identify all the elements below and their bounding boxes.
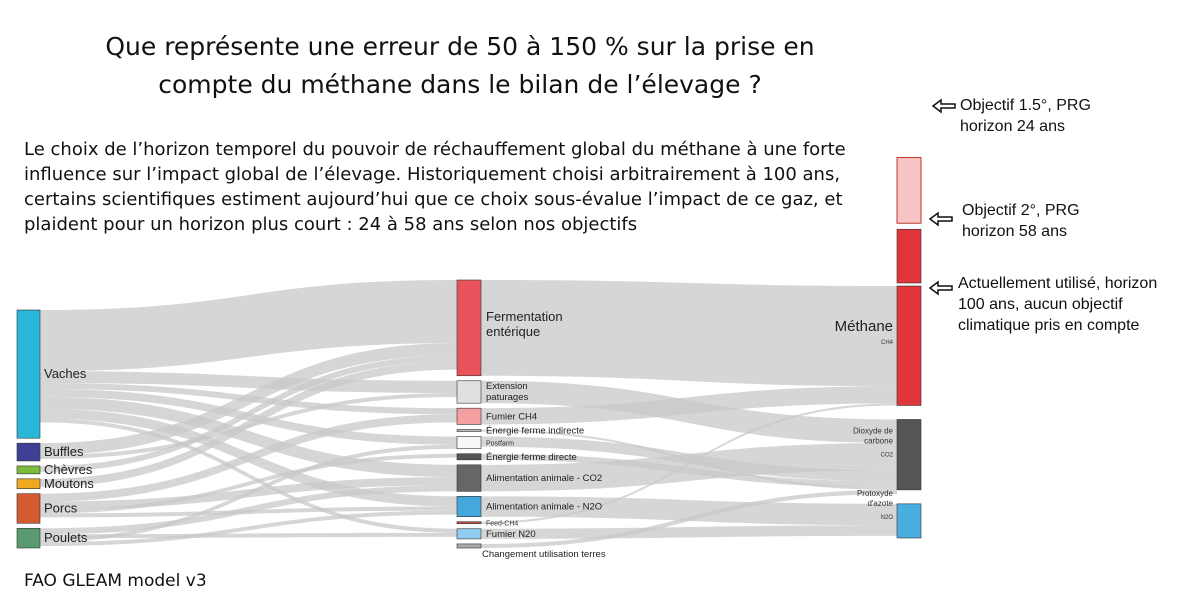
- label-chevres: Chèvres: [44, 462, 93, 477]
- note-horizon-100-line2: 100 ans, aucun objectif: [958, 296, 1123, 313]
- link-fumier-n20-to-protoxyde-d-azote: [481, 525, 897, 539]
- link-extension-paturages-to-dioxyde-de-carbone: [481, 380, 897, 443]
- label-alimentation-animale-n2o: Alimentation animale - N2O: [486, 502, 602, 513]
- label-energie-ferme-directe: Énergie ferme directe: [486, 452, 577, 463]
- node-chevres: [16, 465, 41, 475]
- link-energie-ferme-directe-to-dioxyde-de-carbone: [481, 453, 897, 488]
- label-extension-paturages: Extension paturages: [486, 381, 529, 403]
- link-alimentation-animale-co2-to-dioxyde-de-carbone: [481, 442, 897, 492]
- note-horizon-58-line2: horizon 58 ans: [962, 223, 1067, 240]
- label-protoxyde-d-azote: Protoxyde d'azote: [857, 489, 894, 508]
- intro-paragraph: Le choix de l’horizon temporel du pouvoi…: [24, 139, 846, 235]
- label-fumier-ch4: Fumier CH4: [486, 411, 537, 422]
- link-porcs-to-energie-ferme-directe: [40, 453, 457, 514]
- link-buffles-to-fermentation-enterique: [40, 343, 457, 456]
- label-n2o: N2O: [881, 515, 894, 521]
- horizon-annotations: Objectif 1.5°, PRG horizon 24 ans Object…: [928, 97, 1157, 334]
- node-fermentation-enterique: [456, 279, 482, 377]
- link-poulets-to-alimentation-animale-co2: [40, 485, 457, 535]
- node-energie-ferme-directe: [456, 453, 482, 461]
- arrow-icon: [928, 280, 953, 296]
- label-co2: CO2: [881, 452, 894, 458]
- link-vaches-to-postfarm: [40, 388, 457, 445]
- label-vaches: Vaches: [44, 366, 87, 381]
- bar-horizon-24: [896, 157, 922, 224]
- node-moutons: [16, 478, 41, 489]
- link-energie-ferme-indirecte-to-dioxyde-de-carbone: [481, 429, 897, 490]
- node-vaches: [16, 309, 41, 439]
- link-poulets-to-alimentation-animale-n2o: [40, 510, 457, 547]
- arrow-icon: [931, 98, 956, 114]
- label-dioxyde-de-carbone: Dioxyde de carbone: [853, 426, 894, 445]
- label-fumier-n20: Fumier N20: [486, 529, 536, 540]
- link-vaches-to-alimentation-animale-co2: [40, 396, 457, 478]
- label-poulets: Poulets: [44, 530, 88, 545]
- node-alimentation-animale-co2: [456, 464, 482, 492]
- link-vaches-to-fermentation-enterique: [40, 280, 457, 372]
- link-feed-ch4-to-methane: [481, 403, 897, 524]
- label-changement-utilisation-terres: Changement utilisation terres: [482, 549, 606, 560]
- bar-horizon-58: [896, 228, 922, 284]
- link-vaches-to-extension-paturages: [40, 371, 457, 393]
- note-horizon-100-line3: climatique pris en compte: [958, 317, 1140, 334]
- node-changement-utilisation-terres: [456, 543, 482, 549]
- sankey-nodes: [16, 279, 922, 549]
- node-feed-ch4: [456, 521, 482, 525]
- note-horizon-24-line2: horizon 24 ans: [960, 118, 1065, 135]
- horizon-bars: [896, 157, 922, 284]
- node-dioxyde-de-carbone: [896, 419, 922, 491]
- node-postfarm: [456, 436, 482, 450]
- label-methane: Méthane: [835, 318, 893, 335]
- node-alimentation-animale-n2o: [456, 496, 482, 518]
- node-poulets: [16, 527, 41, 549]
- node-porcs: [16, 493, 41, 524]
- link-porcs-to-fumier-ch4: [40, 414, 457, 502]
- link-changement-utilisation-terres-to-dioxyde-de-carbone: [481, 489, 897, 548]
- source-caption: FAO GLEAM model v3: [24, 571, 207, 591]
- node-protoxyde-d-azote: [896, 503, 922, 539]
- note-horizon-58-line1: Objectif 2°, PRG: [962, 202, 1080, 219]
- node-fumier-n20: [456, 528, 482, 540]
- link-poulets-to-postfarm: [40, 444, 457, 543]
- label-porcs: Porcs: [44, 500, 78, 515]
- arrow-icon: [928, 211, 953, 227]
- label-buffles: Buffles: [44, 444, 84, 459]
- link-moutons-to-fermentation-enterique: [40, 361, 457, 487]
- link-alimentation-animale-n2o-to-protoxyde-d-azote: [481, 496, 897, 526]
- label-energie-ferme-indirecte: Énergie ferme indirecte: [486, 425, 584, 436]
- label-fermentation-enterique: Fermentation entérique: [486, 309, 563, 339]
- link-vaches-to-fumier-n20: [40, 418, 457, 533]
- link-chevres-to-fermentation-enterique: [40, 355, 457, 472]
- label-feed-ch4: Feed-CH4: [486, 521, 518, 528]
- node-fumier-ch4: [456, 407, 482, 425]
- label-alimentation-animale-co2: Alimentation animale - CO2: [486, 473, 602, 484]
- node-energie-ferme-indirecte: [456, 429, 482, 432]
- note-horizon-100-line1: Actuellement utilisé, horizon: [958, 275, 1157, 292]
- label-moutons: Moutons: [44, 476, 94, 491]
- node-methane: [896, 285, 922, 406]
- note-horizon-24-line1: Objectif 1.5°, PRG: [960, 97, 1091, 114]
- page-title: Que représente une erreur de 50 à 150 % …: [105, 32, 815, 99]
- link-fermentation-enterique-to-methane: [481, 280, 897, 387]
- node-buffles: [16, 442, 41, 462]
- node-extension-paturages: [456, 380, 482, 404]
- label-ch4: CH4: [881, 340, 894, 346]
- sankey-links: [40, 280, 897, 548]
- link-poulets-to-fumier-n20: [40, 532, 457, 539]
- label-postfarm: Postfarm: [486, 441, 514, 448]
